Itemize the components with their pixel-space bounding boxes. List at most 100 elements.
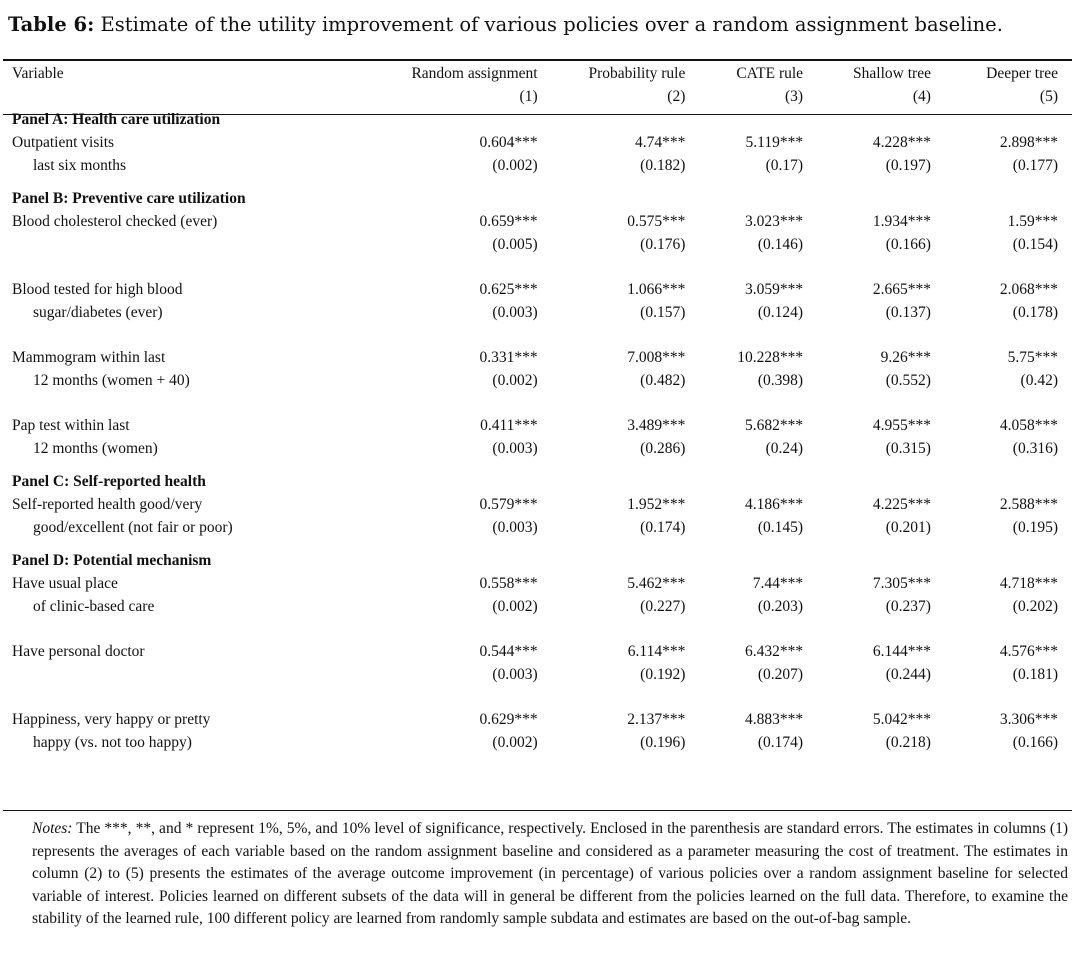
header-row-numbers: (1) (2) (3) (4) (5) bbox=[3, 85, 1072, 108]
estimate-col-3: 5.119*** bbox=[745, 134, 804, 151]
estimate-col-2: 1.952*** bbox=[627, 496, 686, 513]
estimate-col-2: 5.462*** bbox=[627, 575, 686, 592]
estimate-col-3: 3.059*** bbox=[744, 281, 804, 298]
estimate-col-3: 7.44*** bbox=[752, 575, 804, 592]
table-row-se: (0.003) (0.192) (0.207) (0.244) (0.181) bbox=[3, 663, 1072, 686]
table-row: Blood cholesterol checked (ever) 0.659***… bbox=[3, 210, 1072, 233]
se-col-4: (0.237) bbox=[885, 598, 931, 615]
se-col-3: (0.124) bbox=[757, 304, 804, 321]
header-row-names: Variable Random assignment Probability r… bbox=[3, 62, 1072, 85]
estimate-col-1: 0.625*** bbox=[479, 281, 538, 298]
panel-title: Panel C: Self-reported health bbox=[12, 473, 206, 490]
variable-name-cont: last six months bbox=[33, 157, 127, 174]
variable-name-cont: sugar/diabetes (ever) bbox=[33, 304, 163, 321]
estimate-col-4: 9.26*** bbox=[880, 349, 931, 366]
estimate-col-3: 4.883*** bbox=[744, 711, 804, 728]
row-gap bbox=[3, 392, 1072, 414]
estimate-col-2: 4.74*** bbox=[634, 134, 686, 151]
variable-name-cont: 12 months (women) bbox=[33, 440, 158, 457]
se-col-3: (0.24) bbox=[765, 440, 804, 457]
se-col-5: (0.202) bbox=[1012, 598, 1058, 615]
se-col-5: (0.177) bbox=[1012, 157, 1058, 174]
estimate-col-1: 0.331*** bbox=[479, 349, 538, 366]
se-col-1: (0.002) bbox=[492, 157, 538, 174]
results-table: Variable Random assignment Probability r… bbox=[3, 62, 1072, 754]
variable-name-cont bbox=[3, 663, 370, 686]
variable-name-cont: happy (vs. not too happy) bbox=[33, 734, 192, 751]
se-col-4: (0.552) bbox=[885, 372, 931, 389]
table-row-se: happy (vs. not too happy) (0.002) (0.196) (… bbox=[3, 731, 1072, 754]
se-col-4: (0.201) bbox=[885, 519, 931, 536]
se-col-2: (0.176) bbox=[640, 236, 686, 253]
estimate-col-5: 4.058*** bbox=[999, 417, 1058, 434]
se-col-3: (0.17) bbox=[765, 157, 804, 174]
se-col-2: (0.286) bbox=[640, 440, 686, 457]
panel-title: Panel D: Potential mechanism bbox=[12, 552, 212, 569]
table-row-se: last six months (0.002) (0.182) (0.17) (0.19… bbox=[3, 154, 1072, 177]
variable-name-cont: good/excellent (not fair or poor) bbox=[33, 519, 233, 536]
table-row-se: (0.005) (0.176) (0.146) (0.166) (0.154) bbox=[3, 233, 1072, 256]
estimate-col-5: 5.75*** bbox=[1007, 349, 1058, 366]
panel-gap bbox=[3, 460, 1072, 470]
se-col-1: (0.005) bbox=[492, 236, 538, 253]
header-num-3: (3) bbox=[785, 88, 804, 105]
estimate-col-1: 0.411*** bbox=[480, 417, 538, 434]
table-row: Pap test within last 0.411*** 3.489*** 5.68… bbox=[3, 414, 1072, 437]
table-row: Blood tested for high blood 0.625*** 1.066… bbox=[3, 278, 1072, 301]
table-row-se: 12 months (women + 40) (0.002) (0.482) (0.3… bbox=[3, 369, 1072, 392]
se-col-4: (0.244) bbox=[885, 666, 931, 683]
panel-gap bbox=[3, 177, 1072, 187]
variable-name-cont: of clinic-based care bbox=[33, 598, 155, 615]
header-col-1: Random assignment bbox=[411, 65, 538, 82]
table-row: Have usual place 0.558*** 5.462*** 7.44*** 7… bbox=[3, 572, 1072, 595]
se-col-5: (0.166) bbox=[1012, 734, 1058, 751]
estimate-col-4: 6.144*** bbox=[872, 643, 931, 660]
estimate-col-2: 3.489*** bbox=[627, 417, 686, 434]
se-col-1: (0.003) bbox=[492, 304, 538, 321]
panel-title-row: Panel C: Self-reported health bbox=[3, 470, 1072, 493]
se-col-2: (0.192) bbox=[640, 666, 686, 683]
variable-name: Have personal doctor bbox=[12, 643, 145, 660]
se-col-1: (0.002) bbox=[492, 598, 538, 615]
se-col-5: (0.154) bbox=[1012, 236, 1058, 253]
se-col-3: (0.174) bbox=[757, 734, 804, 751]
estimate-col-5: 1.59*** bbox=[1007, 213, 1058, 230]
estimate-col-4: 7.305*** bbox=[872, 575, 931, 592]
se-col-4: (0.166) bbox=[885, 236, 931, 253]
table-row-se: 12 months (women) (0.003) (0.286) (0.24) (0.… bbox=[3, 437, 1072, 460]
estimate-col-1: 0.558*** bbox=[479, 575, 538, 592]
panel-title: Panel B: Preventive care utilization bbox=[12, 190, 246, 207]
estimate-col-4: 1.934*** bbox=[872, 213, 931, 230]
se-col-4: (0.218) bbox=[885, 734, 931, 751]
se-col-2: (0.227) bbox=[640, 598, 686, 615]
notes-text: The ***, **, and * represent 1%, 5%, and… bbox=[32, 820, 1068, 927]
estimate-col-1: 0.579*** bbox=[479, 496, 538, 513]
se-col-2: (0.196) bbox=[640, 734, 686, 751]
se-col-2: (0.174) bbox=[640, 519, 686, 536]
variable-name: Outpatient visits bbox=[12, 134, 115, 151]
variable-name: Have usual place bbox=[12, 575, 118, 592]
estimate-col-1: 0.544*** bbox=[479, 643, 538, 660]
row-gap bbox=[3, 618, 1072, 640]
header-num-4: (4) bbox=[912, 88, 931, 105]
table-caption: Table 6: Estimate of the utility improve… bbox=[8, 12, 1070, 38]
variable-name: Blood tested for high blood bbox=[12, 281, 183, 298]
estimate-col-1: 0.629*** bbox=[479, 711, 538, 728]
estimate-col-4: 2.665*** bbox=[872, 281, 931, 298]
caption-text: Estimate of the utility improvement of v… bbox=[100, 13, 1003, 36]
table-row-se: good/excellent (not fair or poor) (0.003)… bbox=[3, 516, 1072, 539]
table-row-se: sugar/diabetes (ever) (0.003) (0.157) (0.12… bbox=[3, 301, 1072, 324]
estimate-col-4: 5.042*** bbox=[872, 711, 931, 728]
table-notes: Notes: The ***, **, and * represent 1%, … bbox=[32, 818, 1068, 931]
estimate-col-3: 4.186*** bbox=[744, 496, 804, 513]
se-col-4: (0.197) bbox=[885, 157, 931, 174]
estimate-col-5: 4.576*** bbox=[999, 643, 1058, 660]
se-col-3: (0.146) bbox=[757, 236, 804, 253]
se-col-2: (0.182) bbox=[640, 157, 686, 174]
estimate-col-2: 7.008*** bbox=[627, 349, 686, 366]
panel-title-row: Panel D: Potential mechanism bbox=[3, 549, 1072, 572]
estimate-col-2: 1.066*** bbox=[627, 281, 686, 298]
se-col-3: (0.207) bbox=[757, 666, 804, 683]
notes-label: Notes: bbox=[32, 820, 73, 837]
se-col-3: (0.145) bbox=[757, 519, 804, 536]
